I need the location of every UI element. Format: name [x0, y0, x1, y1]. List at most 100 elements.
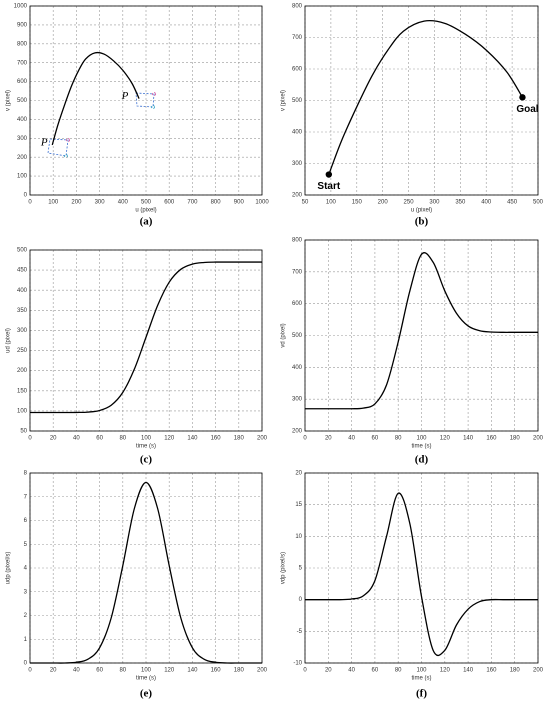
y-tick-label: 0	[299, 597, 303, 603]
x-tick-label: 160	[211, 668, 222, 674]
y-tick-label: 10	[295, 534, 302, 540]
y-axis-label: vdp (pixel/s)	[281, 552, 287, 584]
x-tick-label: 120	[164, 436, 175, 442]
x-tick-label: 140	[187, 668, 198, 674]
x-tick-label: 200	[257, 668, 268, 674]
x-tick-label: 600	[164, 200, 175, 206]
y-axis-label: v (pixel)	[281, 90, 287, 111]
y-tick-label: 300	[17, 328, 28, 334]
x-tick-label: 80	[119, 668, 126, 674]
x-axis-label: time (s)	[412, 676, 432, 682]
x-tick-label: 180	[510, 436, 521, 442]
y-axis-label: ud (pixel)	[6, 328, 12, 353]
y-tick-label: 7	[24, 494, 28, 500]
x-axis-label: time (s)	[136, 444, 156, 450]
x-tick-label: 400	[118, 200, 129, 206]
x-tick-label: 40	[348, 436, 355, 442]
x-tick-label: 50	[302, 200, 309, 206]
plot-frame	[304, 5, 539, 196]
y-axis-label: v (pixel)	[6, 90, 12, 111]
y-tick-label: 800	[17, 41, 28, 47]
y-tick-label: 20	[295, 471, 302, 477]
plot-frame	[304, 239, 539, 432]
y-tick-label: 300	[292, 161, 303, 167]
x-tick-label: 100	[326, 200, 337, 206]
y-axis-label: vd (pixel)	[281, 323, 287, 347]
y-tick-label: 700	[17, 60, 28, 66]
x-tick-label: 180	[234, 436, 245, 442]
y-tick-label: 300	[17, 136, 28, 142]
y-tick-label: 100	[17, 174, 28, 180]
panel: 0 100 200 300 400 500 600 700 800 900 1000 0 100 200 3…	[6, 4, 270, 228]
x-tick-label: 0	[28, 436, 32, 442]
x-tick-label: 120	[440, 668, 451, 674]
y-tick-label: 250	[17, 348, 28, 354]
x-tick-label: 200	[71, 200, 82, 206]
x-tick-label: 0	[303, 668, 307, 674]
x-axis-label: time (s)	[136, 676, 156, 682]
y-tick-label: 500	[292, 333, 303, 339]
x-tick-label: 0	[303, 436, 307, 442]
x-tick-label: 0	[28, 668, 32, 674]
y-tick-label: 400	[17, 288, 28, 294]
plot-frame	[29, 249, 263, 432]
x-tick-label: 40	[73, 436, 80, 442]
curve	[328, 19, 524, 175]
y-tick-label: 500	[17, 98, 28, 104]
annotation: P	[40, 136, 48, 148]
x-tick-label: 300	[429, 200, 440, 206]
caption: (f)	[416, 688, 427, 700]
x-tick-label: 100	[141, 436, 152, 442]
y-tick-label: 700	[292, 269, 303, 275]
y-tick-label: 200	[292, 193, 303, 199]
y-tick-label: 200	[17, 155, 28, 161]
y-tick-label: 600	[292, 301, 303, 307]
x-tick-label: 20	[325, 668, 332, 674]
annotation: Goal	[516, 104, 538, 115]
x-tick-label: 80	[119, 436, 126, 442]
y-tick-label: 450	[17, 268, 28, 274]
y-tick-label: 5	[24, 542, 28, 548]
y-tick-label: 3	[24, 589, 28, 595]
x-tick-label: 450	[507, 200, 518, 206]
x-tick-label: 160	[486, 668, 497, 674]
x-tick-label: 1000	[255, 200, 269, 206]
x-axis-label: u (pixel)	[411, 208, 432, 214]
x-tick-label: 900	[234, 200, 245, 206]
x-tick-label: 40	[348, 668, 355, 674]
x-tick-label: 200	[533, 668, 544, 674]
curve	[29, 261, 262, 414]
y-tick-label: 100	[17, 408, 28, 414]
x-tick-label: 200	[257, 436, 268, 442]
curve	[305, 252, 538, 410]
x-tick-label: 80	[395, 668, 402, 674]
y-tick-label: 600	[292, 67, 303, 73]
plot-frame	[29, 5, 263, 196]
caption: (c)	[140, 454, 153, 466]
plot-frame	[304, 472, 539, 664]
x-tick-label: 140	[463, 436, 474, 442]
x-tick-label: 200	[533, 436, 544, 442]
y-tick-label: 400	[17, 117, 28, 123]
x-tick-label: 100	[416, 668, 427, 674]
panel: 50 100 150 200 250 300 350 400 450 500 200 300 400 50…	[281, 4, 544, 228]
y-tick-label: 500	[292, 98, 303, 104]
caption: (e)	[140, 688, 153, 700]
x-tick-label: 140	[187, 436, 198, 442]
y-tick-label: 1000	[14, 4, 28, 10]
y-tick-label: 300	[292, 397, 303, 403]
x-tick-label: 0	[28, 200, 32, 206]
x-tick-label: 350	[455, 200, 466, 206]
y-tick-label: 50	[20, 429, 27, 435]
y-tick-label: 600	[17, 79, 28, 85]
x-tick-label: 800	[211, 200, 222, 206]
y-tick-label: 4	[24, 566, 28, 572]
x-tick-label: 150	[352, 200, 363, 206]
x-tick-label: 500	[533, 200, 544, 206]
x-tick-label: 300	[95, 200, 106, 206]
y-tick-label: 800	[292, 238, 303, 244]
y-tick-label: 6	[24, 518, 28, 524]
x-tick-label: 700	[187, 200, 198, 206]
panel: 0 20 40 60 80 100 120 140 160 180 200 -10 -5 0 5 10 15 20…	[281, 471, 544, 700]
y-axis-label: udp (pixel/s)	[6, 552, 12, 585]
